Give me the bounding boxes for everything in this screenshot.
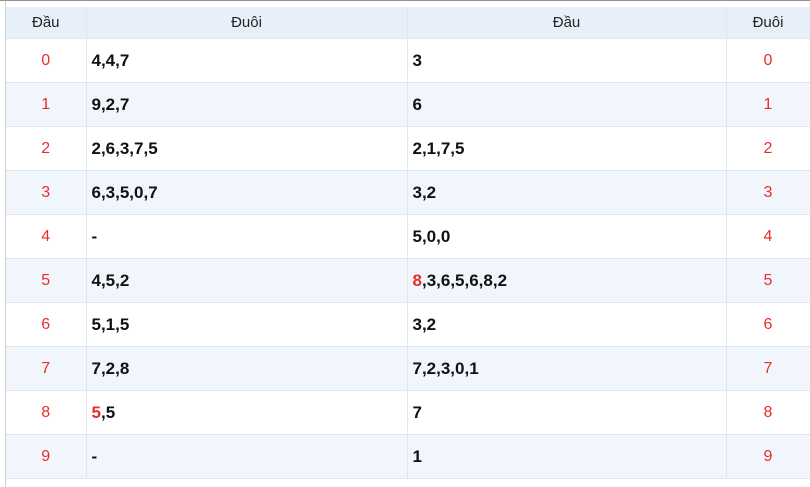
tail-values-cell: 2,6,3,7,5 <box>85 126 408 171</box>
value-text: - <box>91 226 98 246</box>
table-body: 0 4,4,7 3 0 1 9,2,7 6 1 2 2,6,3,7,5 2,1,7,5 2 3 6,3,5… <box>6 38 810 479</box>
head-digit-cell: 0 <box>6 38 87 83</box>
head-values-cell: 6 <box>406 82 727 127</box>
dau-duoi-table: Đầu Đuôi Đầu Đuôi 0 4,4,7 3 0 1 9,2,7 6 1 2 2,6,3… <box>6 7 810 479</box>
value-text: ,5 <box>100 402 116 422</box>
value-text: 7,2,3,0,1 <box>412 358 479 378</box>
head-values-cell: 1 <box>406 434 727 479</box>
value-text: 7,2,8 <box>91 358 130 378</box>
tail-values-cell: 9,2,7 <box>85 82 408 127</box>
tail-digit-cell: 0 <box>725 38 810 83</box>
value-text: 5,1,5 <box>91 314 130 334</box>
tail-values-cell: 5,1,5 <box>85 302 408 347</box>
table-row: 7 7,2,8 7,2,3,0,1 7 <box>6 346 810 391</box>
highlighted-value: 8 <box>412 270 422 290</box>
head-values-cell: 3 <box>406 38 727 83</box>
tail-values-cell: - <box>85 214 408 259</box>
tail-digit-cell: 7 <box>725 346 810 391</box>
table-row: 5 4,5,2 8,3,6,5,6,8,2 5 <box>6 258 810 303</box>
head-values-cell: 7,2,3,0,1 <box>406 346 727 391</box>
value-text: 2,1,7,5 <box>412 138 465 158</box>
col-header-duoi-left: Đuôi <box>85 7 408 39</box>
table-row: 8 5,5 7 8 <box>6 390 810 435</box>
col-header-duoi-right: Đuôi <box>725 7 810 39</box>
head-values-cell: 7 <box>406 390 727 435</box>
tail-values-cell: 6,3,5,0,7 <box>85 170 408 215</box>
head-values-cell: 5,0,0 <box>406 214 727 259</box>
value-text: 7 <box>412 402 422 422</box>
table-row: 2 2,6,3,7,5 2,1,7,5 2 <box>6 126 810 171</box>
tail-digit-cell: 9 <box>725 434 810 479</box>
value-text: 4,5,2 <box>91 270 130 290</box>
head-digit-cell: 4 <box>6 214 87 259</box>
value-text: ,3,6,5,6,8,2 <box>421 270 508 290</box>
tail-digit-cell: 6 <box>725 302 810 347</box>
tail-digit-cell: 3 <box>725 170 810 215</box>
table-row: 1 9,2,7 6 1 <box>6 82 810 127</box>
tail-values-cell: 4,5,2 <box>85 258 408 303</box>
col-header-dau-left: Đầu <box>6 7 87 39</box>
head-values-cell: 3,2 <box>406 170 727 215</box>
table-row: 3 6,3,5,0,7 3,2 3 <box>6 170 810 215</box>
head-digit-cell: 8 <box>6 390 87 435</box>
value-text: 3 <box>412 50 422 70</box>
table-row: 6 5,1,5 3,2 6 <box>6 302 810 347</box>
value-text: 2,6,3,7,5 <box>91 138 158 158</box>
head-values-cell: 8,3,6,5,6,8,2 <box>406 258 727 303</box>
tail-digit-cell: 5 <box>725 258 810 303</box>
col-header-dau-right: Đầu <box>406 7 727 39</box>
head-digit-cell: 7 <box>6 346 87 391</box>
value-text: - <box>91 446 98 466</box>
tail-digit-cell: 4 <box>725 214 810 259</box>
tail-values-cell: 5,5 <box>85 390 408 435</box>
top-divider <box>0 0 810 1</box>
head-digit-cell: 9 <box>6 434 87 479</box>
table-row: 0 4,4,7 3 0 <box>6 38 810 83</box>
value-text: 3,2 <box>412 314 437 334</box>
tail-digit-cell: 2 <box>725 126 810 171</box>
value-text: 6,3,5,0,7 <box>91 182 158 202</box>
tail-digit-cell: 1 <box>725 82 810 127</box>
head-digit-cell: 5 <box>6 258 87 303</box>
value-text: 9,2,7 <box>91 94 130 114</box>
value-text: 3,2 <box>412 182 437 202</box>
stats-panel: Đầu Đuôi Đầu Đuôi 0 4,4,7 3 0 1 9,2,7 6 1 2 2,6,3… <box>5 1 810 487</box>
tail-digit-cell: 8 <box>725 390 810 435</box>
tail-values-cell: 7,2,8 <box>85 346 408 391</box>
head-values-cell: 3,2 <box>406 302 727 347</box>
head-digit-cell: 3 <box>6 170 87 215</box>
head-values-cell: 2,1,7,5 <box>406 126 727 171</box>
header-row: Đầu Đuôi Đầu Đuôi <box>6 7 810 39</box>
head-digit-cell: 6 <box>6 302 87 347</box>
highlighted-value: 5 <box>91 402 101 422</box>
value-text: 6 <box>412 94 422 114</box>
value-text: 5,0,0 <box>412 226 451 246</box>
tail-values-cell: - <box>85 434 408 479</box>
head-digit-cell: 1 <box>6 82 87 127</box>
table-row: 4-5,0,0 4 <box>6 214 810 259</box>
value-text: 4,4,7 <box>91 50 130 70</box>
value-text: 1 <box>412 446 422 466</box>
tail-values-cell: 4,4,7 <box>85 38 408 83</box>
head-digit-cell: 2 <box>6 126 87 171</box>
